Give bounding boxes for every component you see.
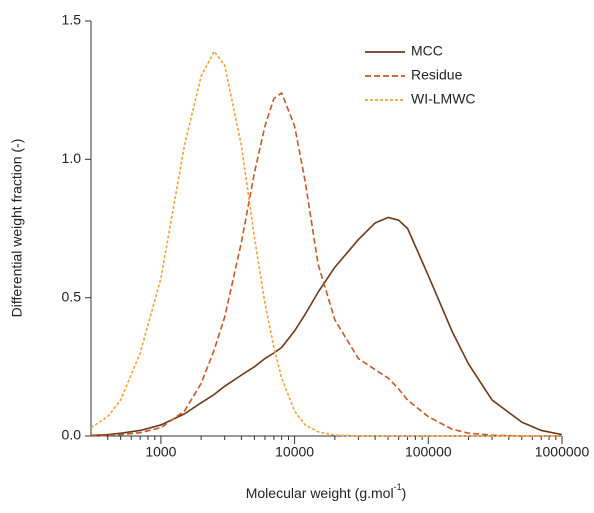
x-tick-label: 100000: [405, 444, 452, 460]
y-tick-label: 1.0: [62, 150, 82, 166]
x-tick-label: 10000: [275, 444, 314, 460]
y-tick-label: 0.5: [62, 288, 82, 304]
x-axis-title-main: Molecular weight (g.mol: [246, 485, 394, 501]
y-tick-label: 0.0: [62, 427, 82, 443]
series-line: [90, 50, 562, 437]
series-line: [90, 92, 562, 437]
legend-label: Residue: [411, 67, 463, 83]
y-tick-label: 1.5: [62, 12, 82, 28]
series-line: [90, 216, 563, 437]
x-axis-title: Molecular weight (g.mol-1): [246, 482, 407, 500]
legend-label: WI-LMWC: [411, 91, 476, 107]
y-axis-title: Differential weight fraction (-): [9, 139, 25, 318]
x-tick-label: 1000000: [535, 444, 590, 460]
x-axis-title-sup: -1: [394, 482, 402, 492]
x-axis-title-end: ): [402, 485, 407, 501]
legend-label: MCC: [411, 43, 443, 59]
x-tick-label: 1000: [145, 444, 176, 460]
